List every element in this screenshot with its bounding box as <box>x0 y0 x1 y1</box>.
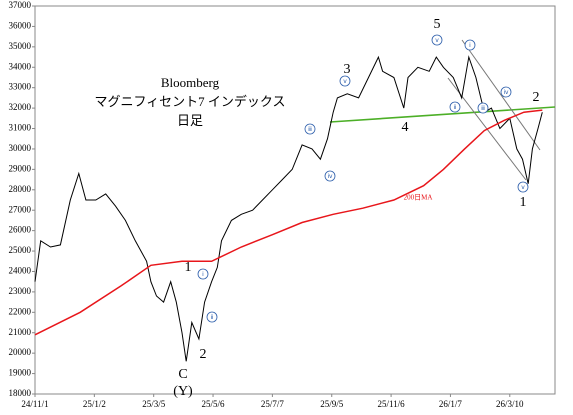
y-tick-label: 25000 <box>9 245 32 255</box>
x-tick-label: 25/1/2 <box>83 399 106 409</box>
circled-marker <box>464 39 476 51</box>
y-tick-label: 18000 <box>9 388 32 398</box>
circled-label: ⅴ <box>343 79 347 85</box>
wave-label: C <box>178 367 187 382</box>
wave-label: 3 <box>344 62 351 77</box>
circled-marker <box>431 34 443 46</box>
trend-line <box>329 106 556 123</box>
x-tick-label: 25/9/5 <box>320 399 344 409</box>
wave-label: 4 <box>402 120 409 135</box>
circled-label: ⅲ <box>308 126 312 133</box>
y-tick-label: 21000 <box>9 327 32 337</box>
y-tick-label: 29000 <box>9 163 32 173</box>
circled-label: ⅴ <box>435 38 439 44</box>
y-tick-label: 31000 <box>9 123 32 133</box>
y-tick-label: 20000 <box>9 347 32 357</box>
circled-marker <box>324 170 336 182</box>
y-tick-label: 27000 <box>9 204 32 214</box>
x-tick-label: 25/7/7 <box>261 399 285 409</box>
title-line: 日足 <box>177 113 203 128</box>
title-line: マグニフィセント7 インデックス <box>94 94 285 109</box>
wave-label: (Y) <box>173 384 193 399</box>
ma-line <box>34 109 543 336</box>
y-tick-label: 22000 <box>9 306 32 316</box>
circled-label: ⅴ <box>521 185 525 191</box>
circled-label: ⅳ <box>328 173 333 180</box>
y-tick-label: 19000 <box>9 368 32 378</box>
x-tick-label: 25/11/6 <box>378 399 406 409</box>
circled-label: ⅱ <box>454 104 457 111</box>
plot-frame <box>34 5 556 395</box>
wave-label: 2 <box>533 90 540 105</box>
y-tick-label: 37000 <box>9 0 32 10</box>
wave-label: 1 <box>185 260 192 275</box>
y-tick-label: 23000 <box>9 286 32 296</box>
price-line <box>34 55 543 362</box>
circled-marker <box>197 268 209 280</box>
circled-label: ⅱ <box>211 314 214 321</box>
y-tick-label: 28000 <box>9 184 32 194</box>
ma-label: 200日MA <box>404 194 433 202</box>
circled-marker <box>500 86 512 98</box>
wave-label: 5 <box>434 17 441 32</box>
y-tick-label: 35000 <box>9 41 32 51</box>
x-tick-label: 25/3/5 <box>142 399 166 409</box>
circled-marker <box>304 123 316 135</box>
circled-marker <box>206 311 218 323</box>
circled-label: ⅲ <box>481 105 485 112</box>
circled-marker <box>339 75 351 87</box>
circled-marker <box>477 102 489 114</box>
circled-label: ⅰ <box>469 42 471 49</box>
wave-label: 2 <box>200 347 207 362</box>
y-tick-label: 24000 <box>9 266 32 276</box>
x-tick-label: 24/11/1 <box>21 399 48 409</box>
title-line: Bloomberg <box>161 75 220 90</box>
y-tick-label: 36000 <box>9 20 32 30</box>
circled-label: ⅳ <box>504 89 509 96</box>
circled-marker <box>449 101 461 113</box>
circled-label: ⅰ <box>202 271 204 278</box>
y-tick-label: 32000 <box>9 102 32 112</box>
y-tick-label: 33000 <box>9 82 32 92</box>
x-tick-label: 26/1/7 <box>439 399 463 409</box>
x-tick-label: 25/5/6 <box>202 399 226 409</box>
x-tick-label: 26/3/10 <box>496 399 524 409</box>
circled-marker <box>517 181 529 193</box>
y-tick-label: 34000 <box>9 61 32 71</box>
channel-line <box>461 39 541 151</box>
y-tick-label: 26000 <box>9 225 32 235</box>
y-tick-label: 30000 <box>9 143 32 153</box>
wave-label: 1 <box>520 195 527 210</box>
